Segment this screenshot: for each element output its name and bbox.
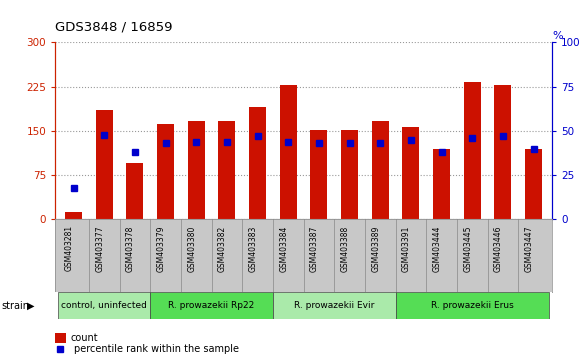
Text: GSM403388: GSM403388 bbox=[340, 225, 350, 272]
Bar bbox=[188, 121, 205, 219]
Text: count: count bbox=[71, 333, 99, 343]
Bar bbox=[157, 124, 174, 219]
Text: ▶: ▶ bbox=[27, 301, 34, 311]
Bar bbox=[280, 85, 297, 219]
Text: GSM403281: GSM403281 bbox=[64, 225, 74, 272]
Bar bbox=[58, 292, 150, 319]
Text: GSM403377: GSM403377 bbox=[95, 225, 104, 272]
Text: GSM403387: GSM403387 bbox=[310, 225, 319, 272]
Bar bbox=[273, 292, 396, 319]
Bar bbox=[249, 107, 266, 219]
Text: GSM403447: GSM403447 bbox=[525, 225, 533, 272]
Text: GSM403384: GSM403384 bbox=[279, 225, 288, 272]
Bar bbox=[218, 121, 235, 219]
Bar bbox=[341, 130, 358, 219]
Bar bbox=[433, 149, 450, 219]
Bar bbox=[310, 130, 327, 219]
Bar bbox=[65, 212, 82, 219]
Bar bbox=[403, 127, 419, 219]
Text: GSM403378: GSM403378 bbox=[126, 225, 135, 272]
Text: GSM403380: GSM403380 bbox=[187, 225, 196, 272]
Text: R. prowazekii Rp22: R. prowazekii Rp22 bbox=[168, 301, 254, 310]
Text: GSM403379: GSM403379 bbox=[157, 225, 166, 272]
Text: GSM403383: GSM403383 bbox=[249, 225, 257, 272]
Text: percentile rank within the sample: percentile rank within the sample bbox=[74, 344, 239, 354]
Bar bbox=[525, 149, 542, 219]
Text: GSM403446: GSM403446 bbox=[494, 225, 503, 272]
Bar bbox=[96, 110, 113, 219]
Text: R. prowazekii Evir: R. prowazekii Evir bbox=[294, 301, 374, 310]
Text: GSM403389: GSM403389 bbox=[371, 225, 380, 272]
Text: R. prowazekii Erus: R. prowazekii Erus bbox=[431, 301, 514, 310]
Text: GSM403445: GSM403445 bbox=[463, 225, 472, 272]
Text: GSM403391: GSM403391 bbox=[402, 225, 411, 272]
Text: control, uninfected: control, uninfected bbox=[62, 301, 147, 310]
Text: strain: strain bbox=[1, 301, 29, 311]
Text: GSM403444: GSM403444 bbox=[433, 225, 442, 272]
Bar bbox=[494, 85, 511, 219]
Bar bbox=[150, 292, 273, 319]
Bar bbox=[464, 82, 480, 219]
Bar bbox=[127, 164, 144, 219]
Text: %: % bbox=[552, 31, 562, 41]
Text: GDS3848 / 16859: GDS3848 / 16859 bbox=[55, 21, 173, 34]
Bar bbox=[396, 292, 549, 319]
Text: GSM403382: GSM403382 bbox=[218, 225, 227, 272]
Bar bbox=[372, 121, 389, 219]
